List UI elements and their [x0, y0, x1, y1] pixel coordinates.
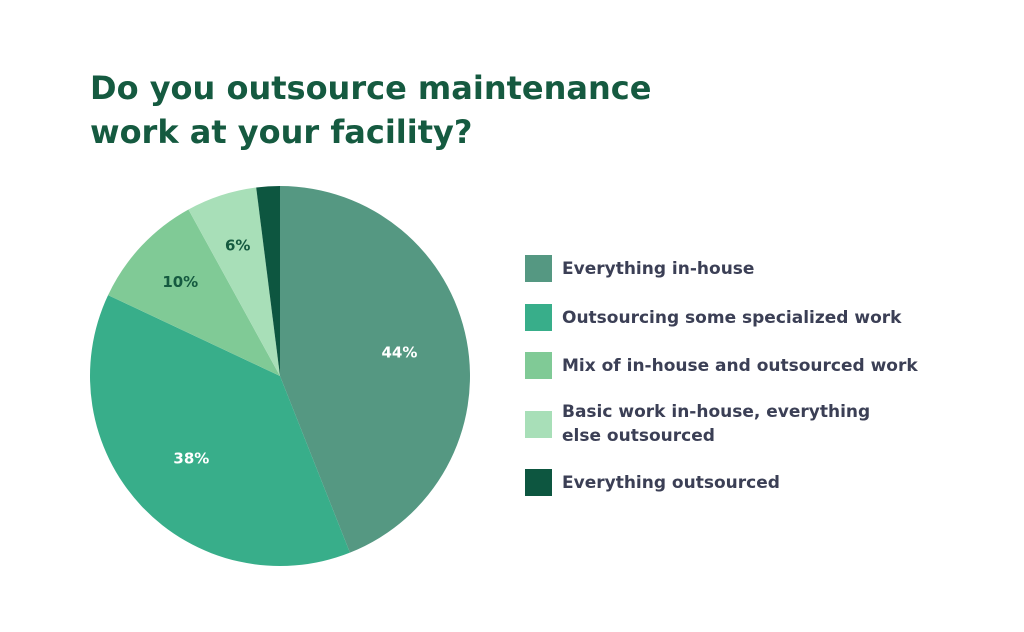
- legend-label: Outsourcing some specialized work: [562, 307, 902, 328]
- chart-title: Do you outsource maintenance work at you…: [90, 69, 652, 151]
- legend-swatch: [525, 410, 552, 438]
- legend-swatch: [525, 469, 552, 496]
- legend-item: Outsourcing some specialized work: [525, 304, 922, 331]
- pie-slice: [108, 209, 281, 376]
- legend-label: Everything outsourced: [562, 472, 780, 493]
- legend-label: Basic work in-house, everything else out…: [562, 402, 871, 446]
- legend-item: Mix of in-house and outsourced work: [525, 352, 922, 379]
- pie-chart: 44% 38% 10% 6%: [89, 186, 471, 566]
- pie-slice: [89, 295, 350, 566]
- slice-label: 38%: [173, 450, 209, 468]
- slice-label: 44%: [381, 344, 417, 362]
- legend-label: Everything in-house: [562, 258, 755, 279]
- legend-swatch: [525, 304, 552, 331]
- legend-label: Mix of in-house and outsourced work: [562, 355, 918, 376]
- legend-swatch: [525, 255, 552, 282]
- legend-item: Everything outsourced: [525, 469, 922, 496]
- legend-swatch: [525, 352, 552, 379]
- pie-slice: [280, 186, 471, 553]
- legend-item: Everything in-house: [525, 255, 922, 282]
- pie-slice: [256, 186, 280, 376]
- legend-item: Basic work in-house, everything else out…: [525, 400, 892, 448]
- pie-slice: [188, 187, 280, 376]
- slice-label: 6%: [225, 236, 250, 254]
- slice-label: 10%: [162, 273, 198, 291]
